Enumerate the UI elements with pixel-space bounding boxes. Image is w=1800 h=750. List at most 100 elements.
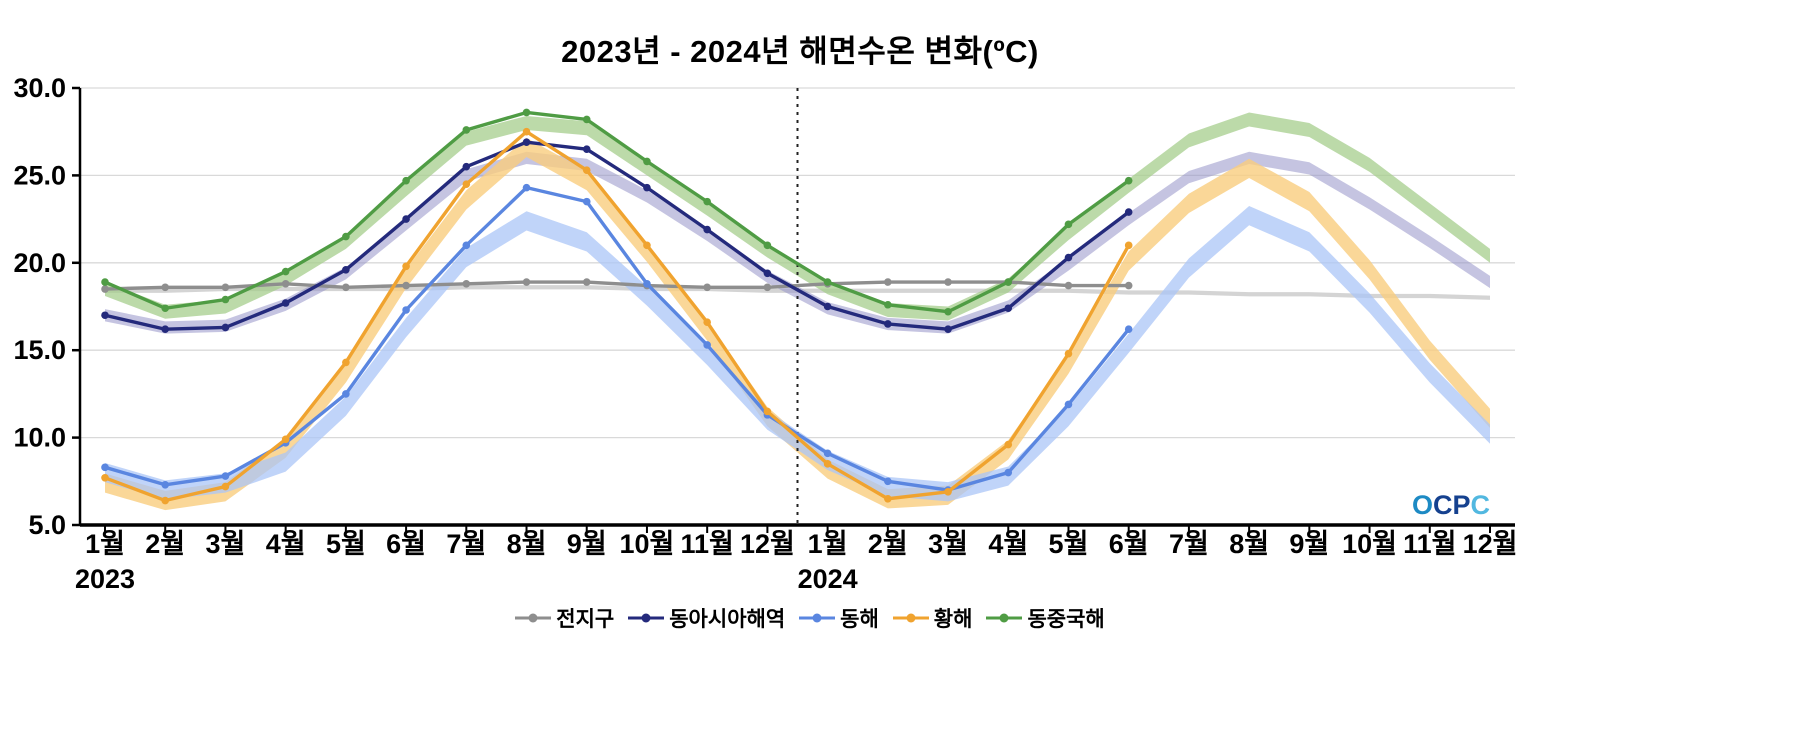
year-label: 2023 xyxy=(75,564,135,594)
east-china-sea-marker xyxy=(1064,220,1073,229)
chart-title: 2023년 - 2024년 해면수온 변화(ºC) xyxy=(561,34,1039,69)
global-marker xyxy=(763,283,772,292)
global-line xyxy=(103,280,1131,291)
ocpc-logo: OCPC xyxy=(1412,490,1490,521)
x-tick-label: 12월 xyxy=(740,529,795,559)
east-asia-seas-line xyxy=(103,140,1131,331)
yellow-sea-marker xyxy=(582,166,591,174)
legend-item-yellow-sea: 황해 xyxy=(892,603,973,633)
east-sea-marker xyxy=(462,241,471,250)
legend-label-east-asia-seas: 동아시아해역 xyxy=(669,608,786,631)
east-sea-marker xyxy=(522,183,531,192)
east-china-sea-marker xyxy=(402,176,410,185)
x-tick-label: 2월 xyxy=(145,529,185,559)
x-tick-label: 3월 xyxy=(206,529,246,559)
east-sea-marker xyxy=(342,390,350,398)
global-marker xyxy=(161,283,170,292)
east-china-sea-marker xyxy=(522,108,531,117)
x-tick-label: 5월 xyxy=(326,529,366,559)
global-marker xyxy=(402,281,410,290)
legend-swatch-yellow-sea xyxy=(892,613,929,623)
legend-swatch-global xyxy=(515,613,552,623)
yellow-sea-marker xyxy=(944,487,952,496)
east-china-sea-marker xyxy=(101,278,109,286)
y-tick-label: 5.0 xyxy=(28,510,66,540)
yellow-sea-marker xyxy=(221,482,230,491)
global-marker xyxy=(944,278,952,286)
x-tick-label: 11월 xyxy=(680,529,733,559)
x-tick-label: 10월 xyxy=(620,529,675,559)
east-china-sea-marker xyxy=(944,307,952,316)
east-asia-seas-marker xyxy=(763,269,772,278)
east-sea-marker xyxy=(884,477,892,486)
x-tick-label: 4월 xyxy=(266,529,306,559)
yellow-sea-marker xyxy=(884,494,892,503)
ocpc-logo-letter: O xyxy=(1412,490,1434,520)
east-sea-marker xyxy=(101,463,109,472)
global-marker xyxy=(582,278,591,286)
legend-swatch-east-sea xyxy=(799,613,836,623)
east-china-sea-marker xyxy=(281,267,290,276)
x-tick-label: 8월 xyxy=(1229,529,1269,559)
y-tick-label: 10.0 xyxy=(13,423,66,453)
east-asia-seas-marker xyxy=(101,311,109,320)
yellow-sea-marker xyxy=(643,241,651,250)
east-asia-seas-marker xyxy=(221,323,230,332)
yellow-sea-marker xyxy=(823,460,832,468)
legend-item-global: 전지구 xyxy=(515,603,614,633)
x-tick-label: 7월 xyxy=(1169,529,1209,559)
east-china-sea-marker xyxy=(1124,176,1133,185)
global-marker xyxy=(703,283,711,292)
east-china-sea-marker xyxy=(462,126,471,134)
x-tick-label: 10월 xyxy=(1342,529,1397,559)
x-tick-label: 6월 xyxy=(1109,529,1149,559)
east-china-sea-marker xyxy=(161,304,170,313)
legend-swatch-east-china-sea xyxy=(986,613,1023,623)
yellow-sea-marker xyxy=(342,358,350,367)
yellow-sea-marker xyxy=(1004,440,1013,449)
east-sea-marker xyxy=(221,472,230,480)
yellow-sea-marker xyxy=(763,407,772,416)
ocpc-logo-letter: C xyxy=(1470,490,1491,520)
x-tick-label: 1월 xyxy=(808,529,848,559)
yellow-sea-marker xyxy=(161,496,170,505)
x-tick-label: 1월 xyxy=(85,529,125,559)
x-tick-label: 6월 xyxy=(386,529,426,559)
east-asia-seas-marker xyxy=(1004,304,1013,313)
east-asia-seas-marker xyxy=(402,215,410,223)
yellow-sea-marker xyxy=(1064,349,1073,358)
legend-item-east-china-sea: 동중국해 xyxy=(986,603,1105,633)
east-sea-marker xyxy=(402,306,410,314)
east-sea-marker xyxy=(703,341,711,349)
x-tick-label: 11월 xyxy=(1403,529,1456,559)
x-tick-label: 12월 xyxy=(1463,529,1518,559)
ocpc-logo-letter: C xyxy=(1433,490,1453,520)
global-marker xyxy=(1124,281,1133,290)
east-sea-band xyxy=(105,205,1490,502)
yellow-sea-marker xyxy=(402,262,410,271)
legend-item-east-sea: 동해 xyxy=(799,603,879,633)
yellow-sea-marker xyxy=(281,435,290,444)
east-sea-marker xyxy=(823,449,832,458)
east-china-sea-marker xyxy=(582,115,591,124)
east-asia-seas-marker xyxy=(944,325,952,334)
east-china-sea-band xyxy=(105,112,1490,321)
east-sea-line xyxy=(103,185,1131,492)
east-asia-seas-marker xyxy=(281,299,290,307)
east-china-sea-marker xyxy=(823,278,832,286)
east-sea-marker xyxy=(1004,468,1013,477)
east-china-sea-marker xyxy=(342,232,350,241)
legend-item-east-asia-seas: 동아시아해역 xyxy=(628,603,785,633)
chart-legend: 전지구 동아시아해역 동해 황해 동중국해 xyxy=(0,603,1620,633)
yellow-sea-line xyxy=(103,130,1131,503)
legend-label-yellow-sea: 황해 xyxy=(933,608,973,631)
east-asia-seas-marker xyxy=(1124,208,1133,216)
x-tick-label: 9월 xyxy=(567,529,607,559)
x-tick-label: 4월 xyxy=(988,529,1028,559)
global-marker xyxy=(342,283,350,292)
global-marker xyxy=(462,279,471,288)
sea-temperature-chart: 5.0 10.0 15.0 20.0 25.0 30.0 1월 2월 3월 4월 5월 6월 7월 8월 9… xyxy=(13,73,1518,594)
east-sea-marker xyxy=(1124,325,1133,334)
y-tick-label: 15.0 xyxy=(13,335,66,365)
